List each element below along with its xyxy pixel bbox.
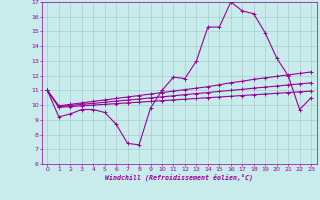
X-axis label: Windchill (Refroidissement éolien,°C): Windchill (Refroidissement éolien,°C): [105, 173, 253, 181]
